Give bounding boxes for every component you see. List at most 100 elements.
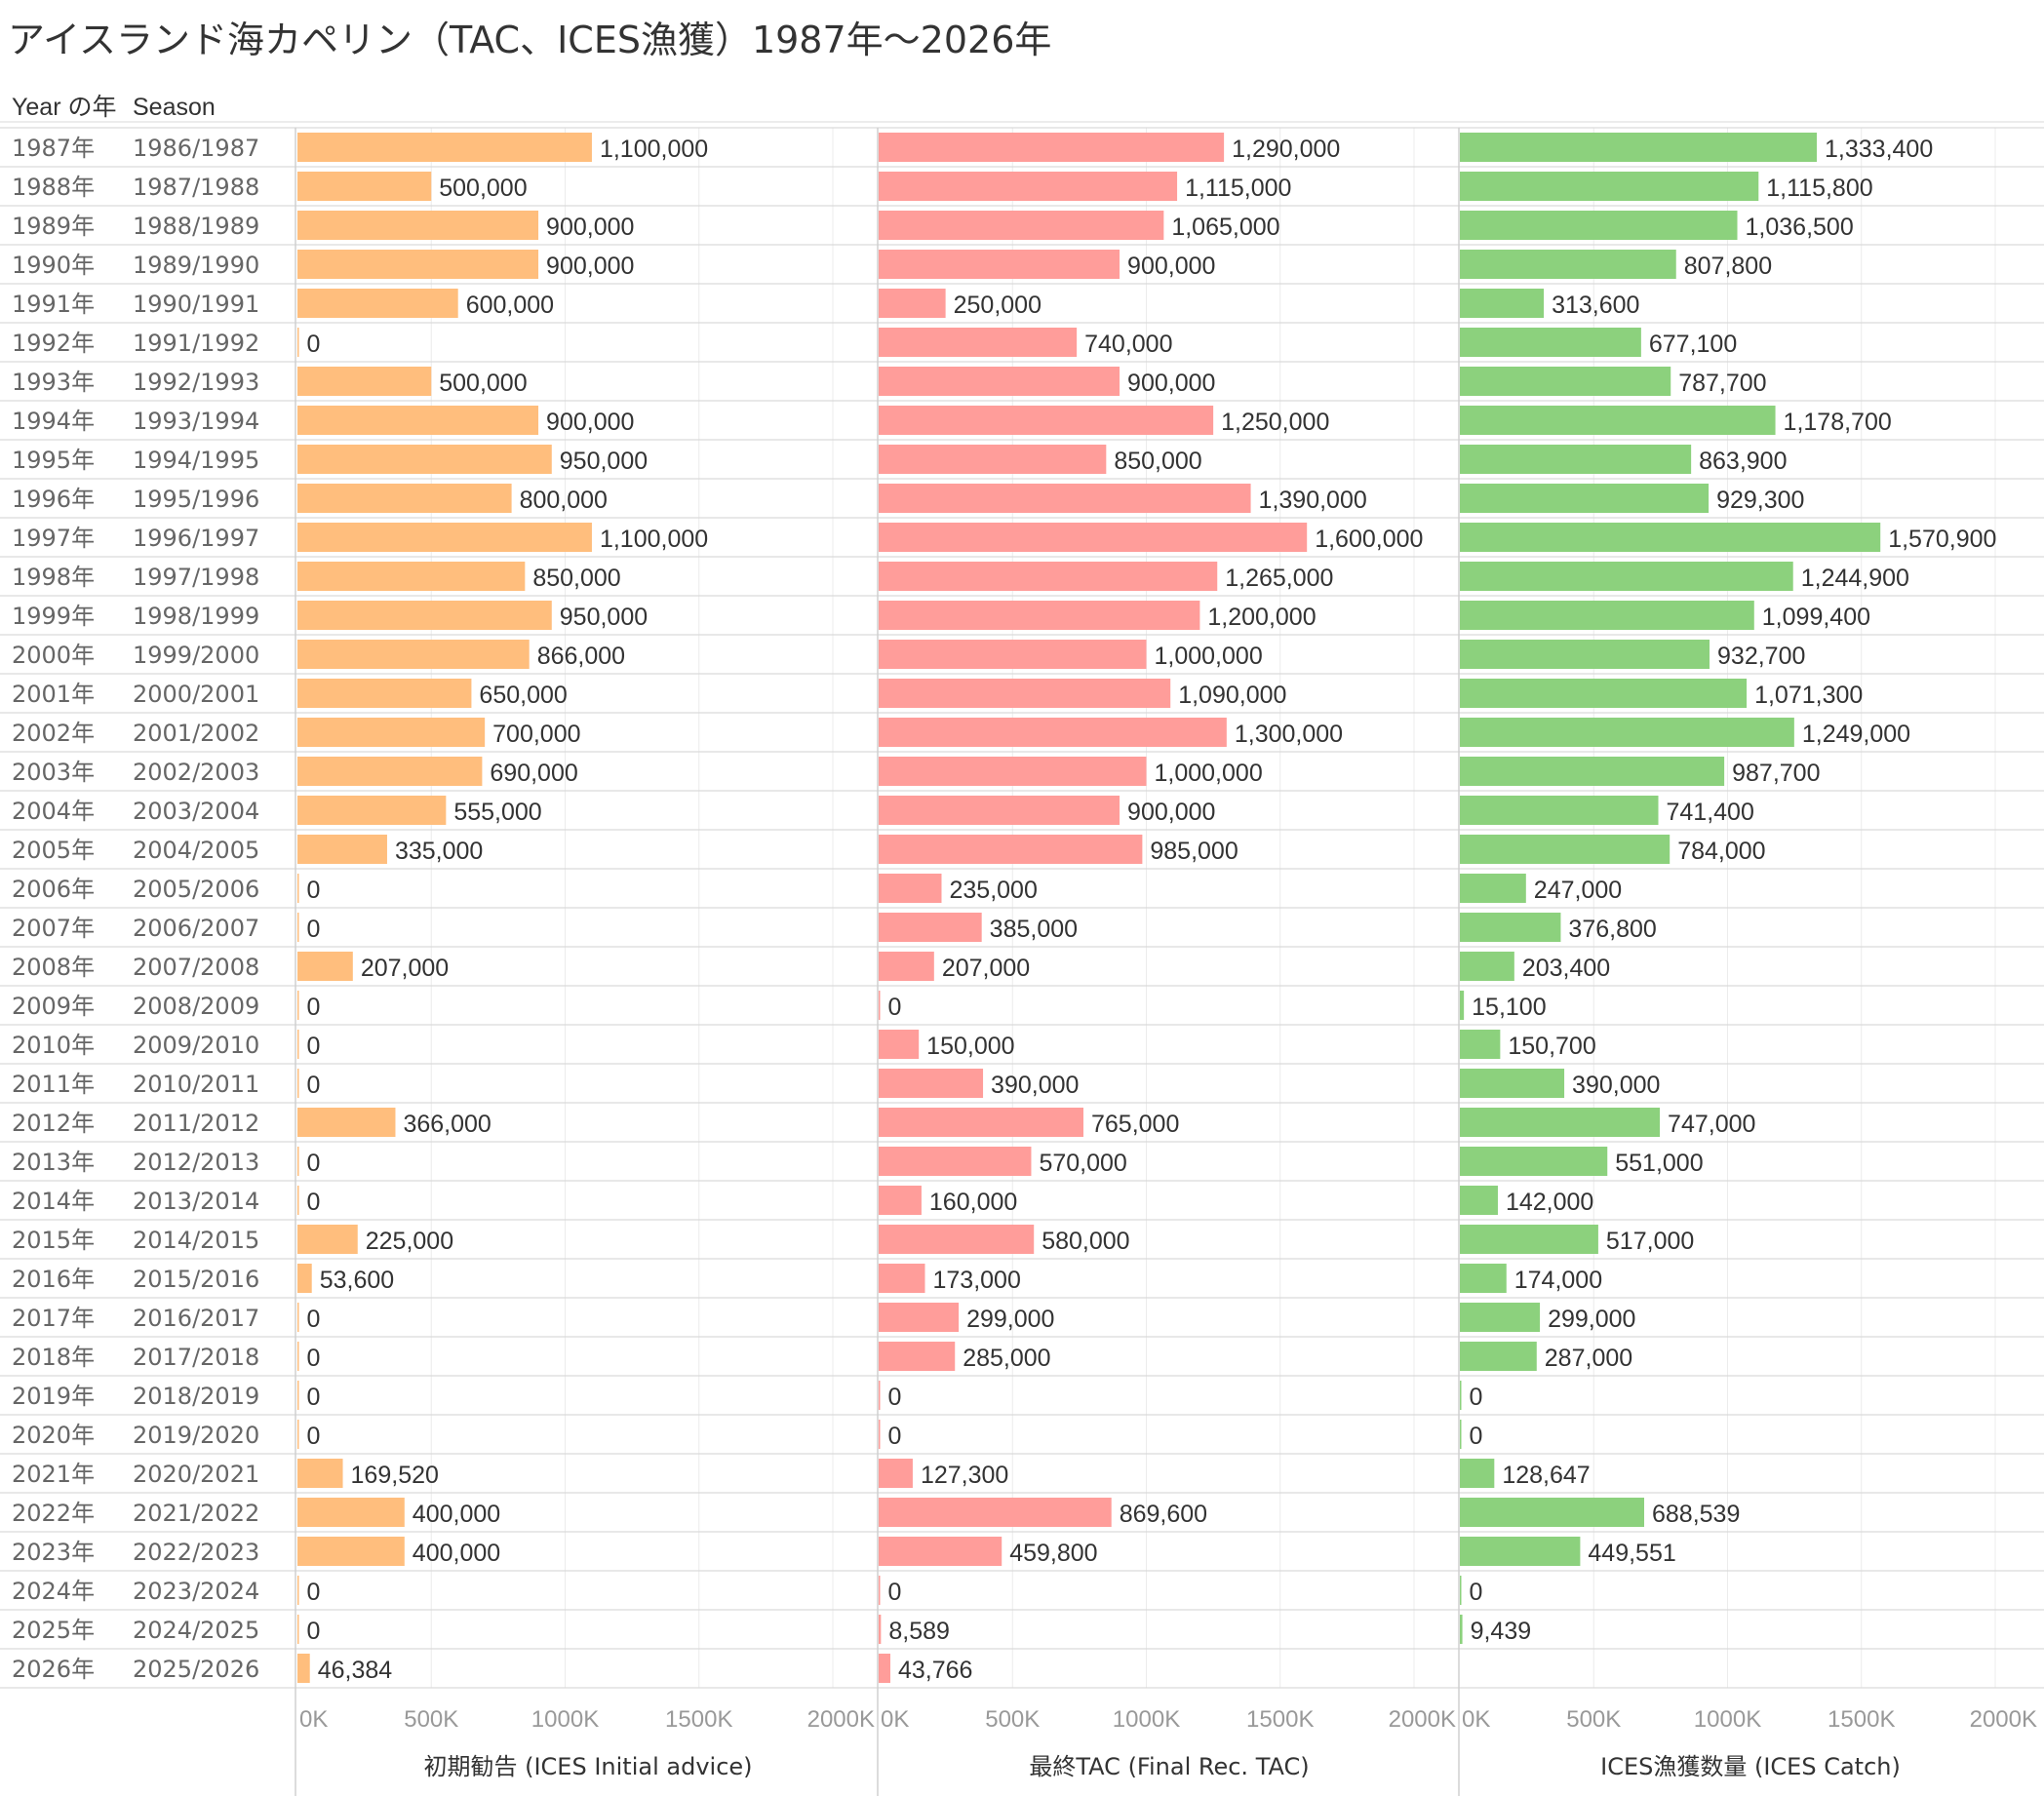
x-tick-label: 1500K (1246, 1706, 1314, 1733)
season-label: 2014/2015 (133, 1227, 259, 1254)
year-label: 2004年 (12, 798, 95, 825)
data-label: 299,000 (1548, 1306, 1635, 1333)
bar-zero (297, 1147, 299, 1176)
data-label: 784,000 (1677, 838, 1765, 865)
x-axis-title: 最終TAC (Final Rec. TAC) (1029, 1753, 1309, 1780)
x-axis-title: 初期勧告 (ICES Initial advice) (423, 1753, 752, 1780)
data-label: 0 (888, 1579, 902, 1606)
data-label: 0 (307, 994, 321, 1021)
season-label: 1993/1994 (133, 408, 259, 435)
bar (297, 1654, 310, 1683)
year-label: 1989年 (12, 213, 95, 240)
bar (1460, 757, 1725, 786)
data-label: 150,000 (926, 1033, 1014, 1060)
data-label: 0 (307, 1033, 321, 1060)
year-label: 1991年 (12, 291, 95, 318)
bar-zero (297, 913, 299, 942)
bar (879, 133, 1225, 162)
data-label: 570,000 (1039, 1150, 1126, 1177)
data-label: 600,000 (466, 292, 554, 319)
data-label: 807,800 (1684, 253, 1772, 280)
x-tick-label: 2000K (807, 1706, 875, 1733)
year-label: 1996年 (12, 486, 95, 513)
season-label: 2016/2017 (133, 1305, 259, 1332)
data-label: 43,766 (898, 1657, 972, 1684)
data-label: 390,000 (991, 1072, 1079, 1099)
data-label: 390,000 (1572, 1072, 1660, 1099)
season-label: 2021/2022 (133, 1500, 259, 1527)
data-label: 385,000 (990, 916, 1078, 943)
bar (1460, 1615, 1463, 1644)
data-label: 1,249,000 (1802, 721, 1910, 748)
bar (879, 601, 1200, 630)
data-label: 0 (307, 1306, 321, 1333)
data-label: 376,800 (1568, 916, 1656, 943)
bar-zero (297, 991, 299, 1020)
data-label: 150,700 (1508, 1033, 1595, 1060)
bar-zero (1460, 1576, 1462, 1605)
season-label: 2011/2012 (133, 1110, 259, 1137)
data-label: 747,000 (1668, 1111, 1755, 1138)
data-label: 1,290,000 (1232, 136, 1340, 163)
data-label: 1,000,000 (1155, 760, 1263, 787)
bar (297, 796, 447, 825)
bar (879, 328, 1078, 357)
year-label: 2017年 (12, 1305, 95, 1332)
year-label: 2011年 (12, 1071, 95, 1098)
year-label: 2026年 (12, 1656, 95, 1683)
x-tick-label: 1500K (665, 1706, 732, 1733)
data-label: 0 (307, 1618, 321, 1645)
data-label: 174,000 (1514, 1267, 1602, 1294)
chart-title: アイスランド海カペリン（TAC、ICES漁獲）1987年〜2026年 (8, 19, 1051, 61)
data-label: 1,071,300 (1754, 682, 1863, 709)
season-column-header: Season (133, 94, 216, 121)
season-label: 2020/2021 (133, 1461, 259, 1488)
data-label: 850,000 (532, 565, 620, 592)
bar-zero (297, 1342, 299, 1371)
data-label: 1,115,000 (1185, 175, 1291, 202)
data-label: 900,000 (1127, 799, 1215, 826)
bar (297, 718, 486, 747)
bar-zero (297, 1186, 299, 1215)
x-tick-label: 1000K (1113, 1706, 1180, 1733)
bar (297, 1108, 396, 1137)
data-label: 900,000 (546, 409, 634, 436)
bar (1460, 913, 1561, 942)
year-label: 2010年 (12, 1032, 95, 1059)
season-label: 2001/2002 (133, 720, 259, 747)
year-label: 1992年 (12, 330, 95, 357)
data-label: 0 (307, 1189, 321, 1216)
data-label: 313,600 (1552, 292, 1639, 319)
data-label: 235,000 (950, 877, 1038, 904)
season-label: 2009/2010 (133, 1032, 259, 1059)
season-label: 2017/2018 (133, 1344, 259, 1371)
year-label: 2019年 (12, 1383, 95, 1410)
data-label: 787,700 (1678, 370, 1766, 397)
year-label: 2008年 (12, 954, 95, 981)
season-label: 1992/1993 (133, 369, 259, 396)
bar (879, 679, 1171, 708)
year-label: 2005年 (12, 837, 95, 864)
season-label: 1994/1995 (133, 447, 259, 474)
bar (1460, 718, 1794, 747)
bar (297, 1459, 343, 1488)
data-label: 0 (1470, 1384, 1483, 1411)
bar (879, 1303, 960, 1332)
bar (297, 952, 353, 981)
season-label: 1996/1997 (133, 525, 259, 552)
data-label: 863,900 (1699, 448, 1787, 475)
bar (879, 1537, 1002, 1566)
year-label: 2003年 (12, 759, 95, 786)
year-label: 2014年 (12, 1188, 95, 1215)
bar (297, 133, 592, 162)
bar (1460, 1537, 1581, 1566)
season-label: 2025/2026 (133, 1656, 259, 1683)
year-label: 2002年 (12, 720, 95, 747)
data-label: 700,000 (492, 721, 580, 748)
x-tick-label: 1000K (531, 1706, 599, 1733)
x-tick-label: 2000K (1389, 1706, 1456, 1733)
bar (879, 718, 1227, 747)
bar-zero (1460, 1420, 1462, 1449)
data-label: 555,000 (453, 799, 541, 826)
